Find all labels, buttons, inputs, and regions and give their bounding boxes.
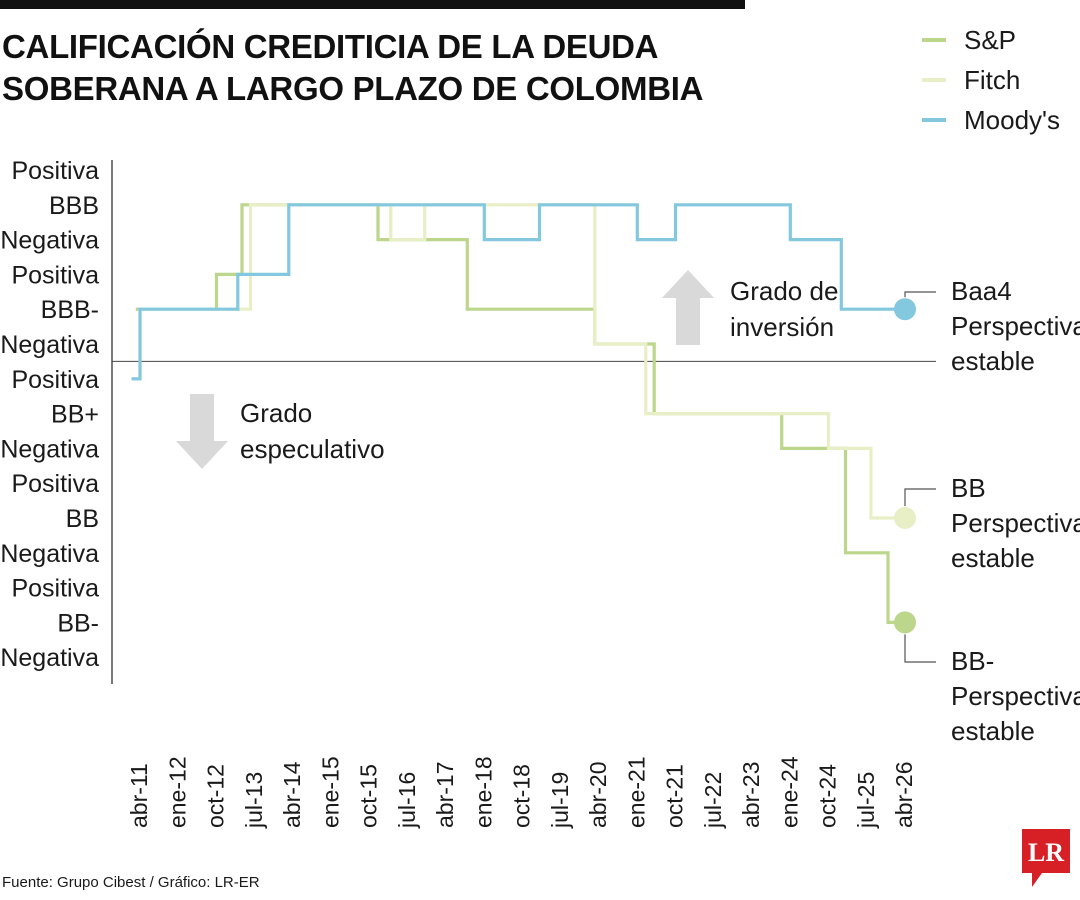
legend-label-moodys: Moody's (964, 105, 1060, 135)
x-tick-label: ene-18 (470, 756, 496, 828)
y-axis: Positiva BBB Negativa Positiva BBB- Negativa P… (0, 157, 936, 684)
top-rule (0, 0, 745, 9)
y-tick-label: BBB- (41, 296, 99, 324)
end-label-sp: estable (951, 716, 1035, 746)
source-note: Fuente: Grupo Cibest / Gráfico: LR-ER (2, 874, 260, 891)
end-label-moodys: Baa4 (951, 276, 1012, 306)
end-label-moodys: estable (951, 346, 1035, 376)
x-tick-label: oct-18 (509, 764, 535, 828)
speculative-grade-label: especulativo (240, 434, 385, 464)
x-tick-label: oct-24 (815, 764, 841, 828)
y-tick-label: Negativa (0, 540, 99, 568)
x-tick-label: abr-26 (891, 762, 917, 828)
y-tick-label: Negativa (0, 227, 99, 255)
x-tick-label: jul-25 (853, 772, 879, 829)
y-tick-label: Positiva (11, 261, 99, 289)
y-tick-label: BBB (49, 192, 99, 220)
legend-label-fitch: Fitch (964, 65, 1020, 95)
chart-title: CALIFICACIÓN CREDITICIA DE LA DEUDA SOBE… (2, 26, 762, 110)
y-tick-label: Positiva (11, 366, 99, 394)
end-marker-sp (894, 611, 916, 634)
investment-grade-label: Grado de (730, 276, 838, 306)
y-tick-label: BB- (57, 609, 99, 637)
end-leader-moodys (904, 291, 936, 298)
x-tick-label: jul-19 (547, 772, 573, 829)
end-leader-fitch (904, 488, 936, 506)
x-tick-label: oct-12 (203, 764, 229, 828)
y-tick-label: BB+ (51, 401, 99, 429)
end-label-moodys: Perspectiva (951, 311, 1080, 341)
y-tick-label: Negativa (0, 331, 99, 359)
end-leader-sp (904, 634, 936, 663)
end-label-fitch: estable (951, 543, 1035, 573)
x-tick-label: oct-15 (356, 764, 382, 828)
y-tick-label: BB (66, 505, 99, 533)
down-arrow-icon (176, 394, 228, 469)
legend-label-sp: S&P (964, 25, 1016, 55)
x-axis: abr-11 ene-12 oct-12 jul-13 abr-14 ene-15 oct-… (126, 756, 917, 829)
x-tick-label: ene-24 (776, 756, 802, 828)
series-line-moodys (131, 203, 905, 381)
lr-logo: LR (1022, 829, 1070, 887)
chart-title-line-1: CALIFICACIÓN CREDITICIA DE LA DEUDA (2, 28, 659, 65)
y-tick-label: Positiva (11, 470, 99, 498)
grade-annotations: Grado de inversión Grado especulativo (176, 270, 838, 469)
y-tick-label: Positiva (11, 575, 99, 603)
investment-grade-label: inversión (730, 312, 834, 342)
chart-title-line-2: SOBERANA A LARGO PLAZO DE COLOMBIA (2, 70, 704, 107)
x-tick-label: oct-21 (662, 764, 688, 828)
end-marker-moodys (894, 298, 916, 321)
x-tick-label: abr-23 (738, 762, 764, 828)
x-tick-label: ene-15 (317, 756, 343, 828)
y-tick-label: Positiva (11, 157, 99, 185)
end-label-sp: Perspectiva (951, 681, 1080, 711)
y-tick-label: Negativa (0, 435, 99, 463)
end-label-fitch: Perspectiva (951, 508, 1080, 538)
speculative-grade-label: Grado (240, 398, 312, 428)
end-label-fitch: BB (951, 473, 986, 503)
x-tick-label: jul-22 (700, 772, 726, 829)
up-arrow-icon (662, 270, 714, 345)
x-tick-label: ene-21 (623, 756, 649, 828)
end-label-sp: BB- (951, 646, 994, 676)
x-tick-label: abr-20 (585, 762, 611, 828)
end-marker-fitch (894, 507, 916, 529)
lr-logo-text: LR (1028, 838, 1064, 867)
lr-logo-shape (1022, 829, 1070, 887)
end-labels: BB- Perspectiva estable BB Perspectiva establ… (894, 276, 1080, 746)
legend: S&P Fitch Moody's (922, 25, 1060, 135)
y-tick-label: Negativa (0, 644, 99, 672)
x-tick-label: jul-13 (241, 772, 267, 829)
x-tick-label: jul-16 (394, 772, 420, 829)
x-tick-label: abr-14 (279, 761, 305, 828)
x-tick-label: abr-11 (126, 763, 152, 828)
x-tick-label: abr-17 (432, 762, 458, 828)
series-lines (131, 203, 905, 624)
x-tick-label: ene-12 (164, 756, 190, 828)
